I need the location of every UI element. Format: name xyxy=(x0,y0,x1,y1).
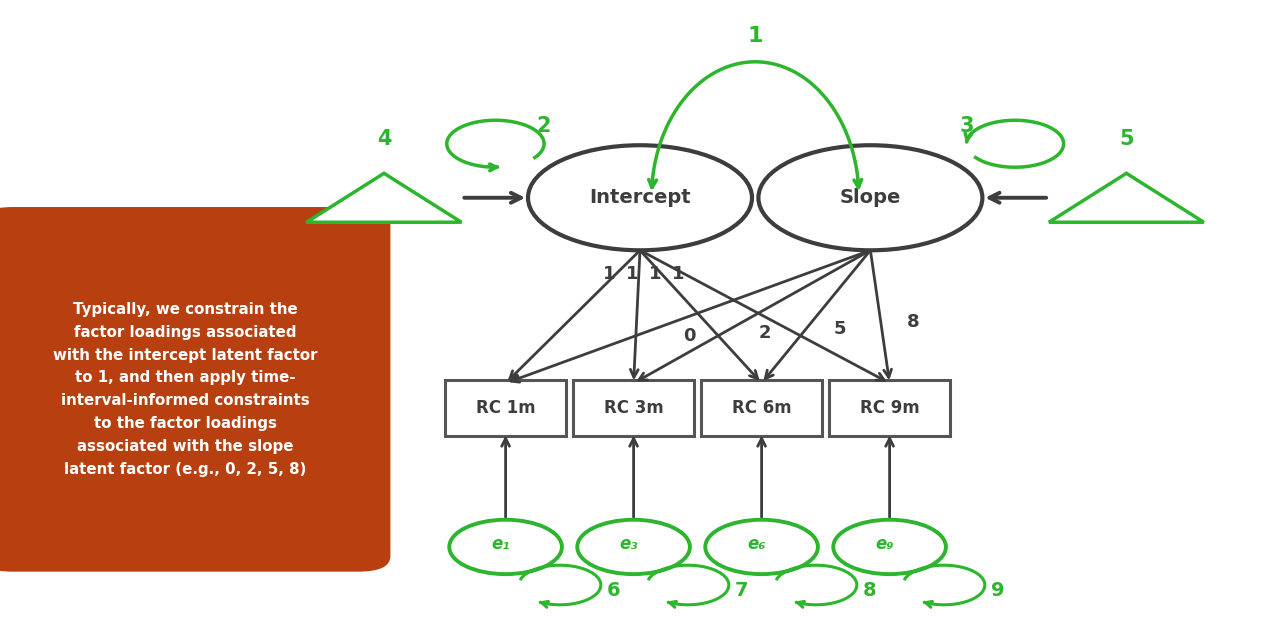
Text: 5: 5 xyxy=(835,320,846,338)
Text: Intercept: Intercept xyxy=(589,188,691,207)
Text: 2: 2 xyxy=(758,324,771,342)
Text: e₃: e₃ xyxy=(620,535,637,554)
Text: RC 3m: RC 3m xyxy=(604,399,663,417)
Ellipse shape xyxy=(529,145,753,250)
Circle shape xyxy=(449,520,562,574)
FancyBboxPatch shape xyxy=(0,207,390,572)
Circle shape xyxy=(833,520,946,574)
Text: 1: 1 xyxy=(649,265,662,283)
Circle shape xyxy=(705,520,818,574)
Text: e₁: e₁ xyxy=(492,535,509,554)
Text: 6: 6 xyxy=(607,582,621,601)
FancyBboxPatch shape xyxy=(573,380,694,436)
Text: 1: 1 xyxy=(603,265,616,283)
Text: 7: 7 xyxy=(735,582,749,601)
Text: 0: 0 xyxy=(682,327,695,345)
FancyBboxPatch shape xyxy=(701,380,823,436)
Text: e₉: e₉ xyxy=(876,535,893,554)
Text: 5: 5 xyxy=(1119,129,1134,148)
Text: 1: 1 xyxy=(626,265,639,283)
Text: RC 6m: RC 6m xyxy=(732,399,791,417)
Text: 1: 1 xyxy=(748,27,763,46)
Text: Slope: Slope xyxy=(840,188,901,207)
Text: 8: 8 xyxy=(906,313,919,331)
FancyBboxPatch shape xyxy=(829,380,950,436)
Text: 4: 4 xyxy=(376,129,392,148)
Text: 3: 3 xyxy=(959,116,974,136)
Text: 8: 8 xyxy=(863,582,877,601)
Polygon shape xyxy=(1050,173,1203,222)
Text: RC 9m: RC 9m xyxy=(860,399,919,417)
Text: 1: 1 xyxy=(672,265,685,283)
Text: 9: 9 xyxy=(991,582,1005,601)
Text: 2: 2 xyxy=(536,116,552,136)
Circle shape xyxy=(577,520,690,574)
Text: Typically, we constrain the
factor loadings associated
with the intercept latent: Typically, we constrain the factor loadi… xyxy=(54,302,317,476)
Polygon shape xyxy=(307,173,462,222)
FancyBboxPatch shape xyxy=(445,380,566,436)
Text: e₆: e₆ xyxy=(748,535,765,554)
Text: RC 1m: RC 1m xyxy=(476,399,535,417)
Ellipse shape xyxy=(759,145,983,250)
